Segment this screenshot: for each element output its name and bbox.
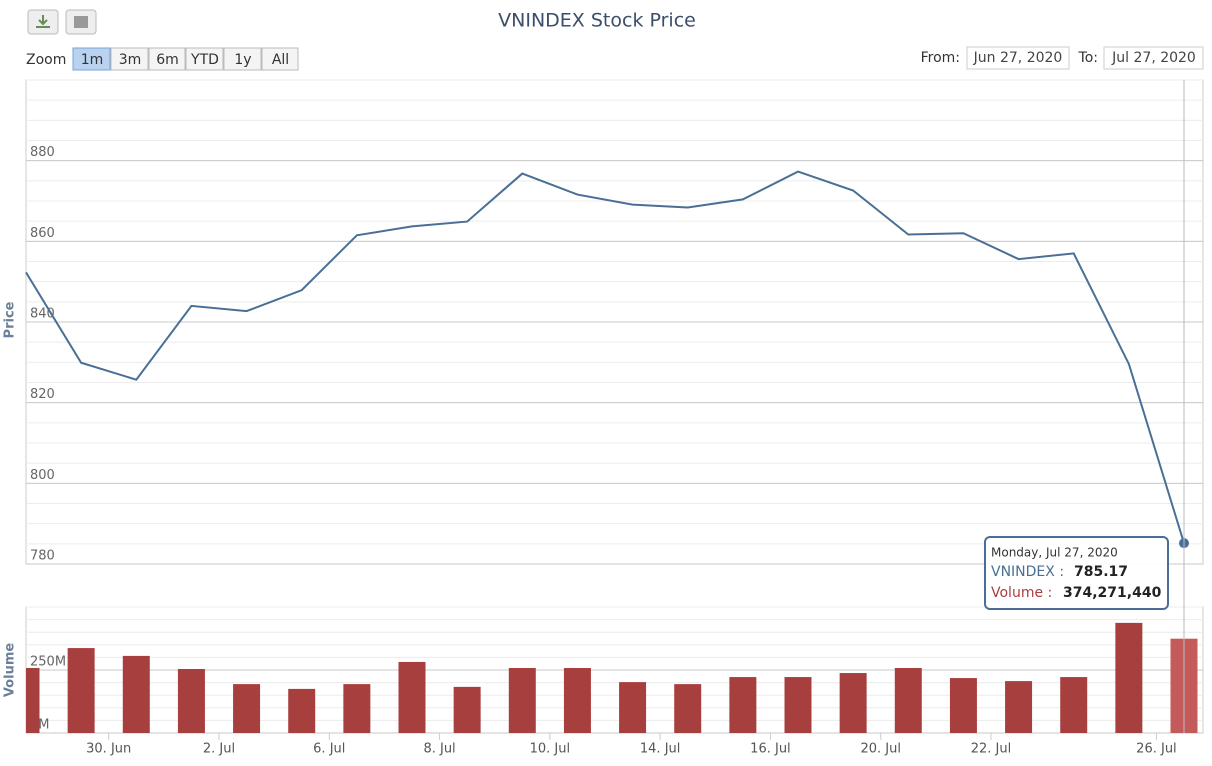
tooltip: Monday, Jul 27, 2020 VNINDEX : 785.17 Volum…	[984, 536, 1169, 610]
print-icon	[74, 16, 88, 28]
volume-bar	[1060, 677, 1088, 733]
zoom-button[interactable]	[72, 47, 111, 71]
zoom-button[interactable]	[223, 47, 262, 71]
volume-bar	[26, 667, 40, 733]
volume-bar	[784, 677, 812, 733]
tooltip-price: 785.17	[1074, 564, 1128, 580]
tooltip-price-name: VNINDEX :	[991, 564, 1064, 580]
download-icon	[36, 15, 50, 28]
volume-bar	[729, 677, 757, 733]
volume-bar	[453, 686, 481, 733]
tooltip-box	[984, 536, 1169, 610]
zoom-button[interactable]	[110, 47, 149, 71]
volume-bar	[122, 655, 150, 733]
volume-bar	[839, 673, 867, 733]
volume-bar	[674, 684, 702, 733]
zoom-button[interactable]	[148, 47, 186, 71]
from-input[interactable]	[966, 46, 1070, 70]
zoom-button[interactable]	[185, 47, 224, 71]
to-input[interactable]	[1103, 46, 1204, 70]
from-value: Jun 27, 2020	[973, 50, 1063, 66]
zoom-button-label: All	[272, 52, 289, 68]
to-label: To:	[1078, 50, 1098, 66]
x-tick-label: 16. Jul	[750, 742, 791, 757]
to-value: Jul 27, 2020	[1111, 50, 1196, 66]
volume-bar	[949, 678, 977, 733]
y-tick-label: 780	[30, 549, 55, 564]
y-tick-label: 880	[30, 145, 55, 160]
y-tick-label: 800	[30, 468, 55, 483]
from-label: From:	[921, 50, 960, 66]
export-buttons	[27, 9, 97, 35]
price-line	[25, 170, 1185, 544]
x-tick-label: 30. Jun	[86, 742, 131, 757]
y-tick-label: 250M	[30, 655, 66, 670]
zoom-label: Zoom	[26, 52, 66, 68]
volume-bar	[343, 684, 371, 733]
tooltip-volume-name: Volume :	[991, 585, 1052, 601]
zoom-button-label: 6m	[156, 52, 179, 68]
y-tick-label: 860	[30, 226, 55, 241]
volume-bar	[563, 667, 591, 733]
x-tick-label: 8. Jul	[423, 742, 455, 757]
zoom-button-label: YTD	[190, 52, 219, 68]
volume-bar	[619, 682, 647, 733]
volume-bar	[1005, 681, 1033, 733]
tooltip-date: Monday, Jul 27, 2020	[991, 546, 1118, 560]
x-tick-label: 20. Jul	[860, 742, 901, 757]
x-tick-label: 22. Jul	[971, 742, 1012, 757]
chart-title: VNINDEX Stock Price	[498, 10, 696, 32]
x-tick-label: 6. Jul	[313, 742, 345, 757]
y-tick-label: 820	[30, 387, 55, 402]
tooltip-volume: 374,271,440	[1063, 585, 1162, 601]
x-tick-label: 26. Jul	[1136, 742, 1177, 757]
volume-bar	[288, 688, 316, 733]
y-axis-title: Price	[3, 301, 18, 338]
zoom-button-label: 1y	[234, 52, 251, 68]
zoom-button[interactable]	[261, 47, 299, 71]
volume-bar	[233, 684, 261, 733]
volume-bar	[1115, 622, 1143, 733]
y-axis-title: Volume	[3, 643, 18, 698]
volume-bar	[398, 661, 426, 733]
volume-bar	[508, 667, 536, 733]
volume-bar	[67, 648, 95, 733]
zoom-button-label: 1m	[81, 52, 104, 68]
volume-bar	[894, 667, 922, 733]
x-tick-label: 10. Jul	[530, 742, 571, 757]
x-tick-label: 14. Jul	[640, 742, 681, 757]
x-tick-label: 2. Jul	[203, 742, 235, 757]
volume-bar	[177, 668, 205, 733]
zoom-button-label: 3m	[119, 52, 142, 68]
